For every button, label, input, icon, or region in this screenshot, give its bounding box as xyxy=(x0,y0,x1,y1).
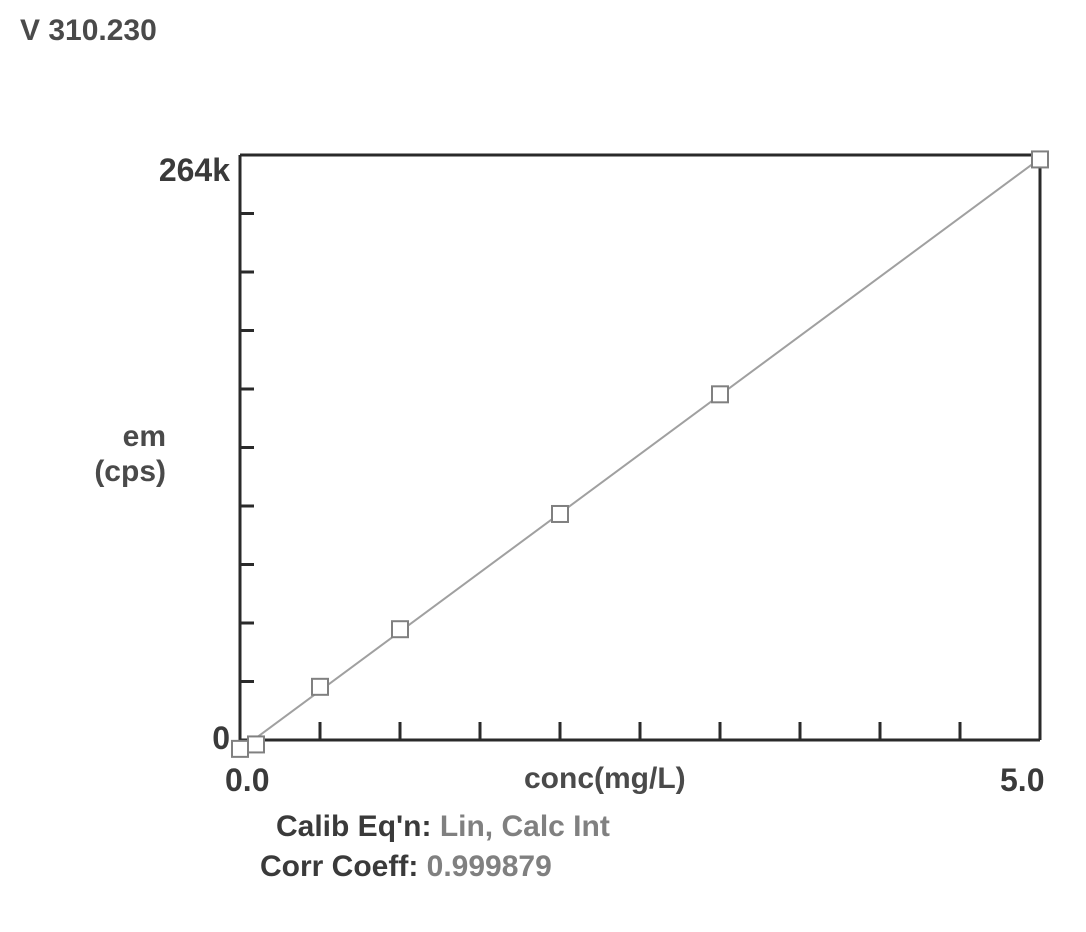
corr-coeff-line: Corr Coeff: 0.999879 xyxy=(260,850,552,884)
calib-eqn-key: Calib Eq'n: xyxy=(276,810,440,843)
calib-eqn-val: Lin, Calc Int xyxy=(440,810,610,843)
calib-eqn-line: Calib Eq'n: Lin, Calc Int xyxy=(276,810,610,844)
calibration-chart xyxy=(0,0,1086,932)
corr-coeff-val: 0.999879 xyxy=(427,850,552,883)
corr-coeff-key: Corr Coeff: xyxy=(260,850,427,883)
